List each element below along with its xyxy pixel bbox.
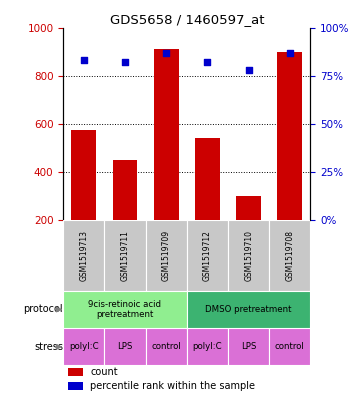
Bar xyxy=(187,328,228,365)
Bar xyxy=(236,196,261,220)
Bar xyxy=(228,220,269,291)
Text: control: control xyxy=(275,342,305,351)
Bar xyxy=(145,328,187,365)
Bar xyxy=(269,328,310,365)
Text: LPS: LPS xyxy=(117,342,133,351)
Text: LPS: LPS xyxy=(241,342,256,351)
Point xyxy=(205,59,210,65)
Point xyxy=(287,50,293,56)
Title: GDS5658 / 1460597_at: GDS5658 / 1460597_at xyxy=(110,13,264,26)
Bar xyxy=(68,368,83,376)
Bar xyxy=(228,328,269,365)
Bar xyxy=(187,220,228,291)
Bar xyxy=(104,220,145,291)
Text: stress: stress xyxy=(34,342,63,352)
Bar xyxy=(104,328,145,365)
Point xyxy=(163,50,169,56)
Bar xyxy=(269,220,310,291)
Point xyxy=(122,59,128,65)
Bar xyxy=(187,291,310,328)
Text: GSM1519713: GSM1519713 xyxy=(79,230,88,281)
Text: control: control xyxy=(151,342,181,351)
Bar xyxy=(63,220,104,291)
Text: percentile rank within the sample: percentile rank within the sample xyxy=(90,381,255,391)
Text: 9cis-retinoic acid
pretreatment: 9cis-retinoic acid pretreatment xyxy=(88,300,161,319)
Bar xyxy=(195,138,220,220)
Text: GSM1519708: GSM1519708 xyxy=(285,230,294,281)
Bar xyxy=(154,49,179,220)
Bar xyxy=(63,291,187,328)
Text: polyI:C: polyI:C xyxy=(193,342,222,351)
Bar xyxy=(71,130,96,220)
Text: GSM1519709: GSM1519709 xyxy=(162,230,171,281)
Text: GSM1519712: GSM1519712 xyxy=(203,230,212,281)
Bar xyxy=(278,51,302,220)
Text: GSM1519711: GSM1519711 xyxy=(121,230,130,281)
Bar xyxy=(113,160,137,220)
Text: GSM1519710: GSM1519710 xyxy=(244,230,253,281)
Text: count: count xyxy=(90,367,118,377)
Bar xyxy=(68,382,83,390)
Text: protocol: protocol xyxy=(23,305,63,314)
Point xyxy=(246,67,252,73)
Text: DMSO pretreatment: DMSO pretreatment xyxy=(205,305,292,314)
Bar xyxy=(145,220,187,291)
Text: polyI:C: polyI:C xyxy=(69,342,99,351)
Bar xyxy=(63,328,104,365)
Point xyxy=(81,57,87,63)
